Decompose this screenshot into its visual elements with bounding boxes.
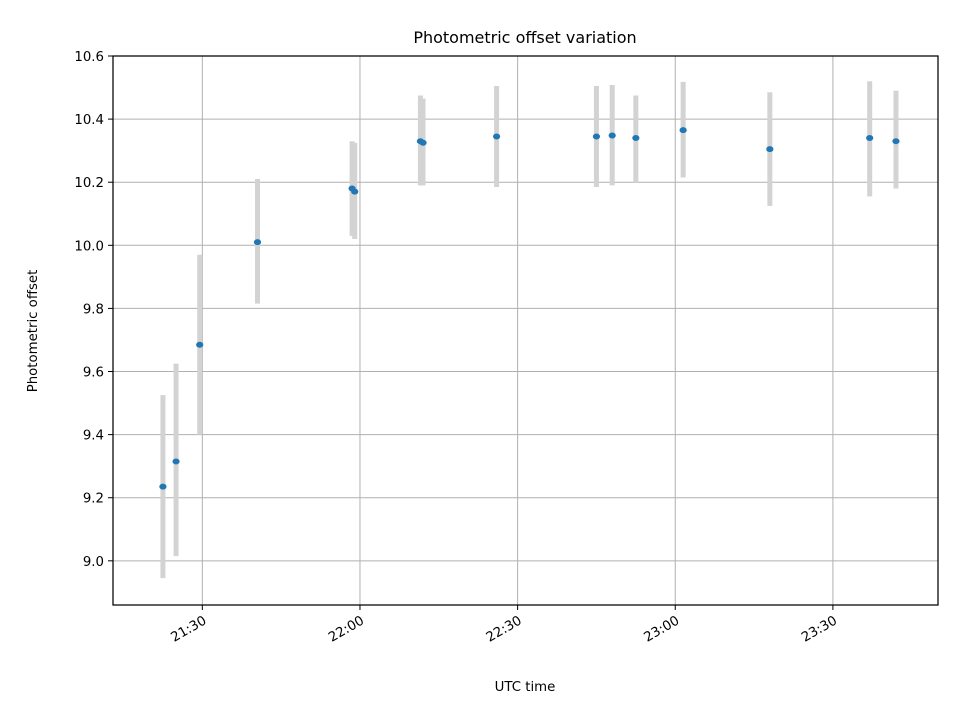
plot-frame	[112, 55, 939, 606]
data-points	[159, 127, 900, 490]
y-axis-label: Photometric offset	[26, 270, 41, 393]
y-tick-label: 10.0	[74, 239, 104, 254]
data-point	[351, 188, 359, 195]
y-tick-label: 10.6	[74, 50, 104, 65]
data-point	[632, 135, 640, 142]
data-point	[253, 239, 262, 246]
y-tick-label: 9.6	[83, 366, 104, 381]
chart-title: Photometric offset variation	[413, 28, 636, 47]
y-axis-ticks: 9.0 9.2 9.4 9.6 9.8 10.0 10.2 10.4 10.6	[74, 50, 113, 570]
data-point	[608, 132, 616, 139]
y-tick-label: 9.0	[83, 555, 104, 570]
y-tick-label: 9.4	[83, 429, 104, 444]
y-tick-label: 10.2	[74, 176, 104, 191]
data-point	[159, 483, 167, 490]
data-point	[866, 135, 874, 142]
data-point	[492, 133, 501, 140]
data-point	[766, 146, 774, 153]
data-point	[419, 139, 427, 146]
data-point	[196, 341, 204, 348]
data-point	[892, 138, 900, 145]
data-point	[172, 458, 180, 465]
y-tick-label: 9.2	[83, 492, 104, 507]
y-tick-label: 10.4	[74, 113, 104, 128]
y-tick-label: 9.8	[83, 302, 104, 317]
data-point	[592, 133, 601, 140]
x-axis-label: UTC time	[495, 680, 556, 695]
data-point	[679, 127, 687, 134]
